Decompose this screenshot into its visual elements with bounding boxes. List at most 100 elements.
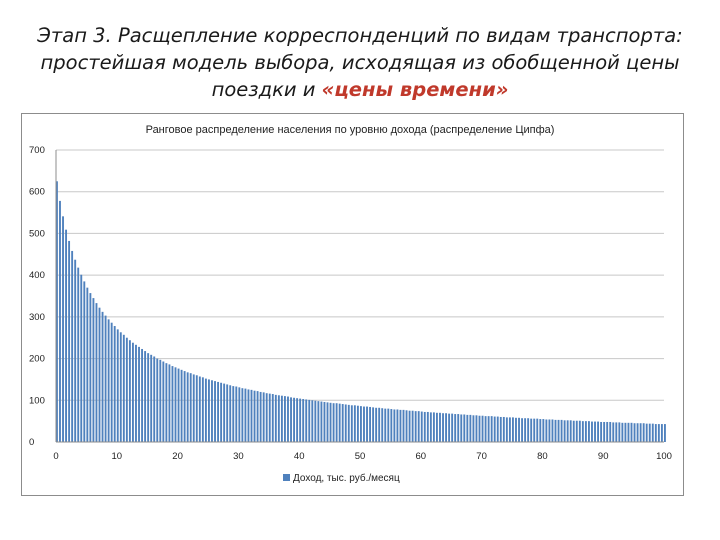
- bar: [217, 381, 220, 442]
- bar: [262, 392, 265, 442]
- bar: [439, 412, 441, 442]
- bar: [174, 367, 177, 442]
- bar: [457, 414, 460, 442]
- y-tick-label: 300: [29, 312, 45, 323]
- bar: [195, 375, 198, 442]
- bar: [493, 416, 496, 442]
- bar: [630, 422, 633, 442]
- bar: [451, 413, 454, 442]
- bar: [664, 424, 666, 442]
- bar: [381, 408, 384, 442]
- bar: [238, 387, 241, 442]
- bar: [104, 315, 107, 442]
- bar: [496, 416, 499, 442]
- bar: [420, 411, 423, 442]
- bar: [378, 407, 381, 442]
- bar: [274, 394, 277, 442]
- bar: [445, 413, 448, 442]
- bar: [527, 418, 530, 442]
- bar: [141, 348, 144, 442]
- bar: [341, 404, 344, 442]
- bar: [350, 405, 353, 442]
- bar: [86, 287, 89, 442]
- bar: [356, 405, 359, 442]
- bar: [302, 399, 305, 442]
- bar: [512, 417, 514, 442]
- y-tick-label: 600: [29, 187, 45, 198]
- bar: [521, 418, 524, 442]
- bar: [408, 410, 411, 442]
- bar: [469, 414, 472, 442]
- bar: [618, 422, 621, 442]
- bar: [603, 421, 606, 442]
- bar: [463, 414, 466, 442]
- bar: [642, 423, 645, 442]
- bar: [113, 326, 116, 442]
- bar: [633, 423, 636, 442]
- bar: [332, 403, 335, 442]
- bar: [204, 378, 207, 442]
- bar: [648, 423, 651, 442]
- bar: [338, 403, 341, 442]
- bar: [335, 403, 338, 442]
- bar: [466, 414, 469, 442]
- bar: [654, 424, 657, 442]
- bar: [296, 398, 299, 442]
- bar: [80, 274, 83, 442]
- bar: [101, 311, 104, 442]
- bar: [366, 406, 368, 442]
- bar: [372, 407, 375, 442]
- bar: [268, 393, 271, 442]
- bar: [323, 401, 326, 442]
- bar: [597, 421, 600, 442]
- slide-title-highlight: «цены времени»: [321, 78, 509, 101]
- bar: [436, 412, 438, 442]
- bar: [657, 424, 660, 442]
- y-tick-label: 400: [29, 270, 45, 281]
- bar: [621, 422, 624, 442]
- bar: [636, 423, 639, 442]
- bar: [329, 402, 332, 442]
- bar: [162, 361, 165, 442]
- bar: [515, 417, 517, 442]
- bar: [402, 409, 405, 442]
- bar: [387, 408, 390, 442]
- bar: [536, 418, 539, 442]
- x-tick-label: 50: [355, 451, 366, 462]
- bar: [92, 298, 95, 442]
- bar: [119, 332, 122, 442]
- bar: [481, 415, 484, 442]
- bar: [132, 342, 134, 442]
- bar: [363, 406, 365, 442]
- bar: [499, 416, 502, 442]
- bar: [627, 422, 630, 442]
- bar: [615, 422, 618, 442]
- bar: [606, 421, 609, 442]
- bar: [353, 405, 356, 442]
- bar: [284, 396, 286, 442]
- bar: [107, 319, 110, 442]
- bar: [180, 369, 183, 442]
- bar: [429, 412, 432, 442]
- bar: [208, 379, 210, 442]
- slide-title: Этап 3. Расщепление корреспонденций по в…: [20, 22, 700, 103]
- bar: [566, 420, 569, 442]
- bar: [560, 419, 563, 442]
- bar: [442, 413, 444, 442]
- bar: [554, 419, 557, 442]
- bar: [168, 364, 171, 442]
- bar: [98, 307, 101, 442]
- bar: [71, 250, 74, 442]
- bar: [77, 267, 80, 442]
- bar: [591, 421, 593, 442]
- bar: [594, 421, 596, 442]
- bar: [89, 293, 92, 442]
- legend: Доход, тыс. руб./месяц: [283, 472, 400, 484]
- income-rank-chart: Ранговое распределение населения по уров…: [29, 124, 672, 484]
- bar: [65, 229, 68, 442]
- bar: [651, 423, 654, 442]
- bar: [569, 420, 572, 442]
- y-tick-label: 200: [29, 354, 45, 365]
- bar: [539, 419, 542, 442]
- bar: [369, 406, 372, 442]
